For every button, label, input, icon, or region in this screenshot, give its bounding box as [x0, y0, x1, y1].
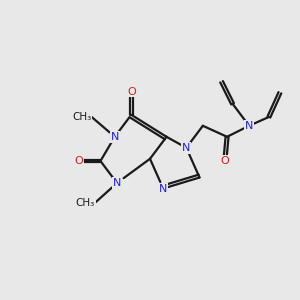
Text: CH₃: CH₃: [72, 112, 92, 122]
Text: N: N: [113, 178, 121, 188]
Text: N: N: [245, 121, 253, 131]
Text: O: O: [220, 156, 229, 166]
Text: O: O: [74, 156, 83, 166]
Text: N: N: [159, 184, 167, 194]
Text: CH₃: CH₃: [76, 198, 95, 208]
Text: O: O: [127, 87, 136, 97]
Text: N: N: [111, 132, 119, 142]
Text: N: N: [182, 143, 190, 153]
